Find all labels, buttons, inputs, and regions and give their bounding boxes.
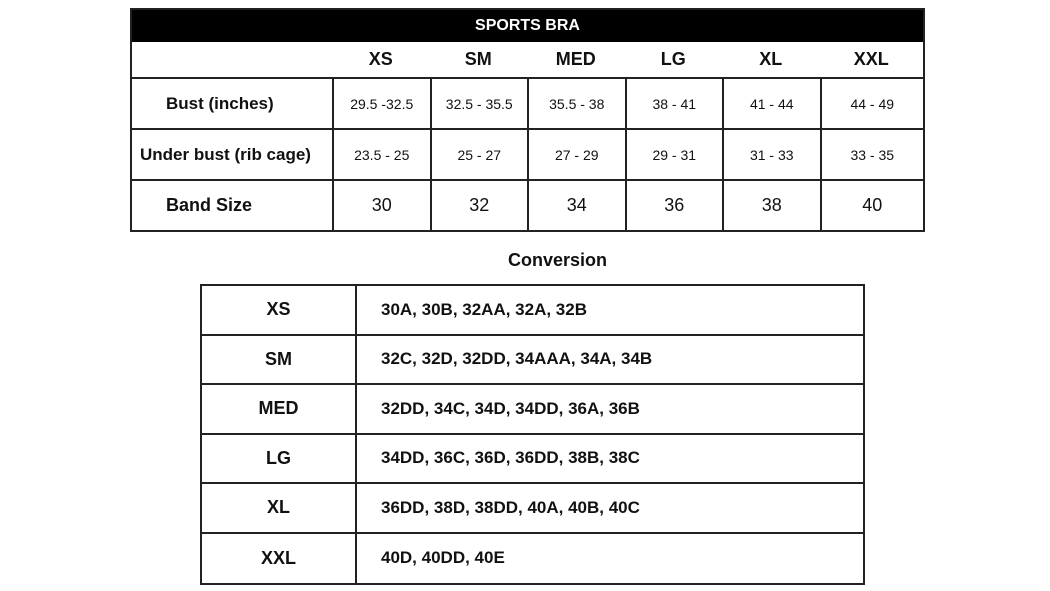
size-header-row: XS SM MED LG XL XXL xyxy=(132,42,923,79)
table-row: XS 30A, 30B, 32AA, 32A, 32B xyxy=(202,286,863,336)
cell: 34 xyxy=(527,181,625,230)
size-header: SM xyxy=(464,49,492,69)
cell: 33 - 35 xyxy=(819,130,924,179)
cell: 23.5 - 25 xyxy=(332,130,430,179)
size-label: LG xyxy=(202,434,357,482)
size-label: MED xyxy=(202,385,357,433)
table-row: XXL 40D, 40DD, 40E xyxy=(202,533,863,583)
conversion-values: 30A, 30B, 32AA, 32A, 32B xyxy=(381,299,587,319)
conversion-table: XS 30A, 30B, 32AA, 32A, 32B SM 32C, 32D, 3… xyxy=(200,284,865,585)
conversion-values: 32DD, 34C, 34D, 34DD, 36A, 36B xyxy=(381,398,640,418)
conversion-values: 36DD, 38D, 38DD, 40A, 40B, 40C xyxy=(381,497,640,517)
table-row-band-size: Band Size 30 32 34 36 38 40 xyxy=(132,181,923,230)
table-title: SPORTS BRA xyxy=(132,10,923,42)
size-header: XXL xyxy=(853,49,889,69)
table-row: LG 34DD, 36C, 36D, 36DD, 38B, 38C xyxy=(202,434,863,484)
size-header: LG xyxy=(660,49,686,69)
conversion-values: 34DD, 36C, 36D, 36DD, 38B, 38C xyxy=(381,448,640,468)
cell: 32.5 - 35.5 xyxy=(429,79,528,128)
row-label: Under bust (rib cage) xyxy=(140,144,311,164)
cell: 40 xyxy=(819,181,924,230)
size-header: MED xyxy=(555,49,596,69)
size-label: XS xyxy=(202,286,357,334)
cell: 29 - 31 xyxy=(624,130,723,179)
row-label: Band Size xyxy=(166,195,253,215)
cell: 30 xyxy=(332,181,430,230)
cell: 36 xyxy=(624,181,723,230)
table-row-under-bust: Under bust (rib cage) 23.5 - 25 25 - 27 … xyxy=(132,130,923,181)
conversion-values: 40D, 40DD, 40E xyxy=(381,548,505,568)
row-label: Bust (inches) xyxy=(166,93,274,113)
cell: 31 - 33 xyxy=(722,130,820,179)
size-header: XL xyxy=(759,49,783,69)
table-row-bust: Bust (inches) 29.5 -32.5 32.5 - 35.5 35.… xyxy=(132,79,923,130)
size-label: SM xyxy=(202,335,357,383)
cell: 29.5 -32.5 xyxy=(332,79,430,128)
size-header: XS xyxy=(368,49,393,69)
size-chart-table: SPORTS BRA XS SM MED LG XL XXL Bust (inc… xyxy=(130,8,925,232)
cell: 27 - 29 xyxy=(527,130,625,179)
size-label: XXL xyxy=(202,533,357,583)
table-row: SM 32C, 32D, 32DD, 34AAA, 34A, 34B xyxy=(202,335,863,385)
size-label: XL xyxy=(202,484,357,532)
cell: 44 - 49 xyxy=(819,79,924,128)
table-row: MED 32DD, 34C, 34D, 34DD, 36A, 36B xyxy=(202,385,863,435)
cell: 41 - 44 xyxy=(722,79,820,128)
cell: 35.5 - 38 xyxy=(527,79,625,128)
cell: 38 xyxy=(722,181,820,230)
conversion-title: Conversion xyxy=(507,250,608,270)
table-row: XL 36DD, 38D, 38DD, 40A, 40B, 40C xyxy=(202,484,863,534)
header-spacer xyxy=(132,42,332,77)
cell: 32 xyxy=(429,181,528,230)
conversion-values: 32C, 32D, 32DD, 34AAA, 34A, 34B xyxy=(381,349,653,369)
cell: 25 - 27 xyxy=(429,130,528,179)
cell: 38 - 41 xyxy=(624,79,723,128)
